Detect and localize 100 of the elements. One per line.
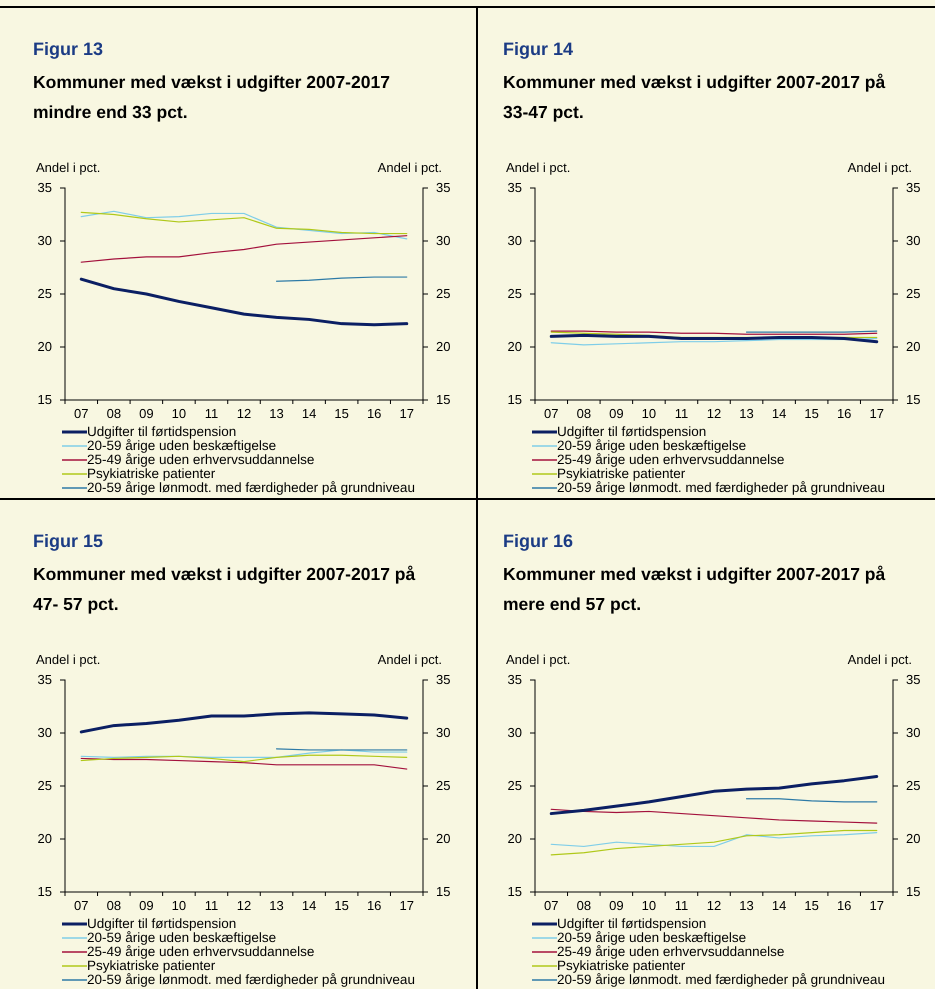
- legend-label: Udgifter til førtidspension: [557, 424, 706, 439]
- y2-tick-label: 20: [436, 339, 450, 354]
- y-tick-label: 20: [38, 831, 52, 846]
- x-tick-label: 13: [739, 898, 754, 914]
- chart-subtitle: Kommuner med vækst i udgifter 2007-2017 mindre end 33 pct.: [33, 72, 390, 122]
- legend-label: 20-59 årige uden beskæftigelse: [557, 930, 746, 945]
- line-series: [80, 278, 408, 326]
- x-tick-label: 13: [739, 406, 754, 422]
- y-tick-label: 35: [38, 180, 52, 196]
- x-tick-label: 15: [804, 406, 819, 422]
- x-tick-label: 07: [74, 406, 89, 422]
- chart-title: Figur 16: [503, 531, 574, 551]
- x-tick-label: 16: [366, 898, 382, 914]
- x-tick-label: 09: [609, 406, 624, 422]
- x-tick-label: 16: [836, 898, 852, 914]
- chart-title: Figur 13: [33, 39, 104, 59]
- line-series: [80, 749, 408, 758]
- y2-tick-label: 25: [436, 778, 450, 794]
- y2-tick-label: 30: [436, 725, 450, 740]
- legend-label: Psykiatriske patienter: [87, 958, 216, 973]
- x-tick-label: 15: [334, 406, 349, 422]
- y-tick-label: 25: [38, 286, 52, 302]
- chart-subtitle: Kommuner med vækst i udgifter 2007-2017 på 47- 57 pct.: [33, 564, 416, 614]
- x-tick-label: 10: [172, 406, 186, 422]
- x-tick-label: 07: [74, 898, 89, 914]
- x-tick-label: 14: [772, 406, 786, 422]
- x-tick-label: 14: [772, 898, 786, 914]
- legend-label: 25-49 årige uden erhvervsuddannelse: [557, 452, 784, 467]
- x-tick-label: 08: [576, 406, 592, 422]
- y2-tick-label: 15: [436, 884, 450, 900]
- line-series: [550, 338, 878, 346]
- x-tick-label: 16: [366, 406, 382, 422]
- x-tick-label: 17: [869, 406, 884, 422]
- line-series: [550, 334, 878, 344]
- y2-tick-label: 25: [906, 286, 920, 302]
- x-tick-label: 13: [269, 406, 284, 422]
- y-tick-label: 20: [508, 831, 522, 846]
- y2-tick-label: 20: [906, 831, 920, 846]
- x-tick-label: 09: [609, 898, 624, 914]
- x-tick-label: 16: [836, 406, 852, 422]
- legend-label: Psykiatriske patienter: [557, 466, 686, 481]
- x-tick-label: 07: [544, 898, 559, 914]
- y2-tick-label: 15: [906, 392, 920, 408]
- y2-tick-label: 15: [436, 392, 450, 408]
- line-series: [80, 758, 408, 770]
- legend-label: Udgifter til førtidspension: [87, 916, 236, 931]
- x-tick-label: 08: [106, 406, 122, 422]
- y-tick-label: 15: [38, 884, 52, 900]
- legend-label: Udgifter til førtidspension: [87, 424, 236, 439]
- legend-label: 20-59 årige lønmodt. med færdigheder på grundniveau: [87, 972, 415, 987]
- x-tick-label: 11: [204, 406, 218, 422]
- y-tick-label: 15: [508, 392, 522, 408]
- line-series: [80, 711, 408, 734]
- y2-axis-title: Andel i pct.: [848, 652, 912, 667]
- x-tick-label: 11: [674, 406, 688, 422]
- x-tick-label: 12: [236, 406, 252, 422]
- y2-tick-label: 25: [436, 286, 450, 302]
- y2-tick-label: 35: [436, 672, 450, 688]
- legend-label: Udgifter til førtidspension: [557, 916, 706, 931]
- line-series: [80, 212, 408, 234]
- line-series: [550, 830, 878, 856]
- y-axis-title: Andel i pct.: [36, 160, 100, 175]
- line-series: [80, 754, 408, 762]
- y2-tick-label: 35: [906, 672, 920, 688]
- x-tick-label: 15: [804, 898, 819, 914]
- x-tick-label: 07: [544, 406, 559, 422]
- y-tick-label: 25: [508, 286, 522, 302]
- y-tick-label: 15: [508, 884, 522, 900]
- x-tick-label: 10: [642, 406, 656, 422]
- y-tick-label: 20: [38, 339, 52, 354]
- legend-label: 25-49 årige uden erhvervsuddannelse: [87, 452, 314, 467]
- legend-label: Psykiatriske patienter: [557, 958, 686, 973]
- x-tick-label: 11: [674, 898, 688, 914]
- x-tick-label: 11: [204, 898, 218, 914]
- y-tick-label: 20: [508, 339, 522, 354]
- x-tick-label: 09: [139, 898, 154, 914]
- y2-tick-label: 20: [436, 831, 450, 846]
- y-tick-label: 30: [38, 725, 52, 740]
- legend-label: 20-59 årige lønmodt. med færdigheder på grundniveau: [87, 480, 415, 495]
- x-tick-label: 17: [869, 898, 884, 914]
- legend-label: 25-49 årige uden erhvervsuddannelse: [87, 944, 314, 959]
- x-tick-label: 10: [172, 898, 186, 914]
- y2-tick-label: 35: [906, 180, 920, 196]
- y2-tick-label: 20: [906, 339, 920, 354]
- chart-title: Figur 14: [503, 39, 574, 59]
- x-tick-label: 12: [236, 898, 252, 914]
- x-tick-label: 17: [399, 406, 414, 422]
- line-series: [80, 235, 408, 263]
- chart-subtitle: Kommuner med vækst i udgifter 2007-2017 på 33-47 pct.: [503, 72, 886, 122]
- y-axis-title: Andel i pct.: [36, 652, 100, 667]
- legend-label: 25-49 årige uden erhvervsuddannelse: [557, 944, 784, 959]
- x-tick-label: 10: [642, 898, 656, 914]
- y-tick-label: 30: [508, 233, 522, 248]
- x-tick-label: 14: [302, 406, 316, 422]
- y2-tick-label: 35: [436, 180, 450, 196]
- y-tick-label: 30: [38, 233, 52, 248]
- x-tick-label: 09: [139, 406, 154, 422]
- x-tick-label: 13: [269, 898, 284, 914]
- x-tick-label: 08: [576, 898, 592, 914]
- y2-tick-label: 15: [906, 884, 920, 900]
